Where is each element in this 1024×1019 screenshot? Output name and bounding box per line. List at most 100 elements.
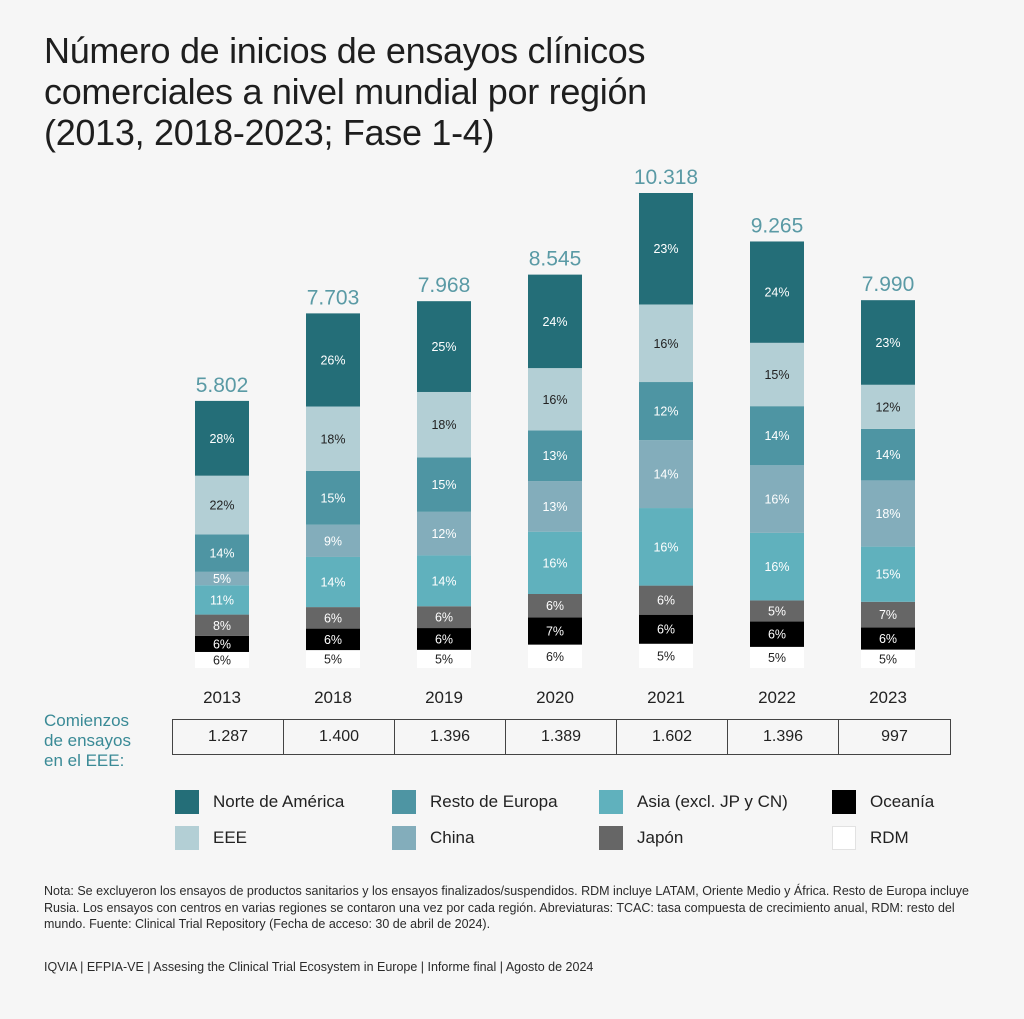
legend-item-china: China <box>392 826 474 850</box>
data-label-norte_america-2013: 28% <box>209 432 234 446</box>
eee-cell-2013: 1.287 <box>173 720 284 754</box>
bar-segment-rdm-2018 <box>306 650 360 668</box>
data-label-china-2023: 18% <box>875 507 900 521</box>
bar-segment-asia-2020 <box>528 531 582 594</box>
legend-label-resto-europa: Resto de Europa <box>430 792 558 811</box>
x-tick-label-2019: 2019 <box>425 688 463 707</box>
bar-segment-norte_america-2020 <box>528 274 582 369</box>
bar-segment-eee-2013 <box>195 475 249 535</box>
eee-cell-2020: 1.389 <box>506 720 617 754</box>
legend-label-rdm: RDM <box>870 828 909 847</box>
data-label-asia-2021: 16% <box>653 540 678 554</box>
x-tick-label-2023: 2023 <box>869 688 907 707</box>
bar-segment-norte_america-2021 <box>639 193 693 305</box>
data-label-rdm-2021: 5% <box>657 649 675 663</box>
bar-segment-asia-2018 <box>306 556 360 608</box>
bar-segment-eee-2022 <box>750 342 804 407</box>
legend-label-norte-america: Norte de América <box>213 792 345 811</box>
eee-row-label-line-1: Comienzos <box>44 711 130 730</box>
eee-row-label-line-3: en el EEE: <box>44 751 125 770</box>
bar-segment-china-2023 <box>861 480 915 547</box>
bar-segment-eee-2019 <box>417 391 471 458</box>
total-label-2020: 8.545 <box>529 248 582 271</box>
eee-cell-2023: 997 <box>881 728 908 745</box>
data-label-eee-2021: 16% <box>653 337 678 351</box>
bar-segment-china-2021 <box>639 440 693 509</box>
legend-swatch-eee <box>175 826 199 850</box>
data-label-oceania-2022: 6% <box>768 628 786 642</box>
bar-segment-rdm-2023 <box>861 649 915 668</box>
data-label-eee-2023: 12% <box>875 400 900 414</box>
data-label-oceania-2013: 6% <box>213 637 231 651</box>
data-label-asia-2013: 11% <box>210 593 234 607</box>
chart-title-line-3: (2013, 2018-2023; Fase 1-4) <box>44 112 495 153</box>
bar-segment-rdm-2013 <box>195 651 249 668</box>
legend-swatch-asia <box>599 790 623 814</box>
bar-segment-asia-2023 <box>861 546 915 602</box>
legend-item-resto-europa: Resto de Europa <box>392 790 558 814</box>
legend-item-asia: Asia (excl. JP y CN) <box>599 790 788 814</box>
bar-segment-asia-2022 <box>750 532 804 601</box>
bar-segment-resto_europa-2023 <box>861 428 915 481</box>
data-label-rdm-2023: 5% <box>879 652 897 666</box>
data-label-eee-2020: 16% <box>542 393 567 407</box>
data-label-china-2021: 14% <box>653 468 678 482</box>
eee-cell-2019: 1.396 <box>395 720 506 754</box>
legend-label-oceania: Oceanía <box>870 792 935 811</box>
bar-segment-resto_europa-2022 <box>750 406 804 466</box>
legend-label-asia: Asia (excl. JP y CN) <box>637 792 788 811</box>
data-label-japon-2013: 8% <box>213 619 231 633</box>
data-label-eee-2022: 15% <box>764 368 789 382</box>
chart-title: Número de inicios de ensayos clínicos co… <box>44 30 944 153</box>
bar-segment-oceania-2022 <box>750 621 804 647</box>
bar-segment-japon-2019 <box>417 606 471 629</box>
source-footer: IQVIA | EFPIA-VE | Assesing the Clinical… <box>44 960 594 974</box>
bar-segment-norte_america-2013 <box>195 400 249 476</box>
data-label-norte_america-2021: 23% <box>653 242 678 256</box>
eee-starts-table: 1.287 1.400 1.396 1.389 1.602 1.396 997 <box>172 719 951 755</box>
legend-item-norte-america: Norte de América <box>175 790 344 814</box>
bar-segment-japon-2022 <box>750 600 804 622</box>
chart-title-line-2: comerciales a nivel mundial por región <box>44 71 647 112</box>
bar-segment-eee-2021 <box>639 304 693 383</box>
data-label-china-2013: 5% <box>213 572 231 586</box>
data-label-oceania-2021: 6% <box>657 623 675 637</box>
data-label-resto_europa-2013: 14% <box>209 547 234 561</box>
data-label-japon-2023: 7% <box>879 608 897 622</box>
legend-item-japon: Japón <box>599 826 683 850</box>
legend-label-china: China <box>430 828 475 847</box>
bar-segment-eee-2023 <box>861 384 915 429</box>
bar-segment-rdm-2019 <box>417 649 471 668</box>
data-label-norte_america-2022: 24% <box>764 286 789 300</box>
data-label-norte_america-2023: 23% <box>875 336 900 350</box>
x-tick-label-2020: 2020 <box>536 688 574 707</box>
legend-swatch-resto-europa <box>392 790 416 814</box>
bar-segment-japon-2021 <box>639 585 693 615</box>
data-label-norte_america-2018: 26% <box>320 353 345 367</box>
bar-segment-eee-2020 <box>528 368 582 431</box>
total-label-2021: 10.318 <box>634 166 698 189</box>
bar-segment-china-2019 <box>417 511 471 556</box>
data-label-japon-2019: 6% <box>435 611 453 625</box>
bar-segment-norte_america-2022 <box>750 241 804 343</box>
data-label-norte_america-2019: 25% <box>431 340 456 354</box>
eee-row-label-line-2: de ensayos <box>44 731 131 750</box>
chart-note: Nota: Se excluyeron los ensayos de produ… <box>44 884 969 931</box>
data-label-resto_europa-2018: 15% <box>320 491 345 505</box>
legend-swatch-china <box>392 826 416 850</box>
legend-swatch-japon <box>599 826 623 850</box>
data-label-rdm-2020: 6% <box>546 650 564 664</box>
bar-segment-resto_europa-2018 <box>306 470 360 525</box>
data-label-japon-2018: 6% <box>324 611 342 625</box>
bar-segment-oceania-2019 <box>417 628 471 650</box>
data-label-china-2019: 12% <box>431 527 456 541</box>
total-label-2022: 9.265 <box>751 214 804 237</box>
data-label-asia-2023: 15% <box>875 568 900 582</box>
bar-segment-japon-2013 <box>195 614 249 636</box>
bar-segment-china-2013 <box>195 571 249 586</box>
stacked-bar-chart: 6% 6% 8% 11% 5% 14% 22% 28% 5.802 2013 5% 6% 6% 14% 9%… <box>195 166 915 707</box>
x-tick-label-2018: 2018 <box>314 688 352 707</box>
bar-segment-resto_europa-2019 <box>417 457 471 512</box>
bar-segment-oceania-2023 <box>861 627 915 650</box>
data-label-resto_europa-2019: 15% <box>431 478 456 492</box>
